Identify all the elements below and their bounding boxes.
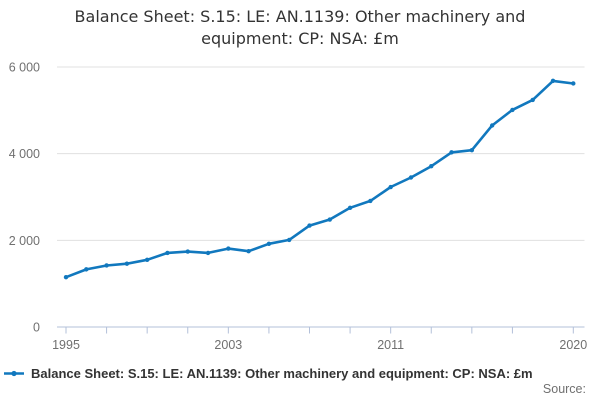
- data-point-marker[interactable]: [226, 246, 231, 251]
- x-tick-label: 2011: [377, 338, 404, 352]
- data-point-marker[interactable]: [368, 198, 373, 204]
- y-tick-label: 0: [33, 321, 40, 335]
- data-point-marker[interactable]: [144, 257, 150, 263]
- x-tick-label: 2020: [559, 338, 587, 352]
- data-point-marker[interactable]: [530, 97, 535, 103]
- data-point-marker[interactable]: [287, 237, 292, 243]
- legend-line-marker-icon: [4, 370, 24, 377]
- data-point-marker[interactable]: [84, 267, 89, 272]
- data-point-marker[interactable]: [307, 223, 312, 228]
- data-point-marker[interactable]: [104, 263, 109, 268]
- data-point-marker[interactable]: [246, 248, 251, 254]
- data-point-marker[interactable]: [205, 250, 211, 256]
- data-point-marker[interactable]: [489, 123, 495, 128]
- legend-item[interactable]: Balance Sheet: S.15: LE: AN.1139: Other …: [3, 366, 533, 381]
- source-label: Source:: [542, 382, 586, 396]
- line-chart-plot-area: 0 2 000 4 000 6 000 1995 2003 2011 2020: [9, 61, 588, 353]
- data-point-marker[interactable]: [327, 217, 332, 222]
- data-point-marker[interactable]: [408, 175, 414, 180]
- data-point-marker[interactable]: [347, 205, 353, 211]
- x-tick-label: 2003: [214, 338, 242, 352]
- data-point-marker[interactable]: [510, 107, 515, 113]
- data-point-marker[interactable]: [165, 250, 170, 256]
- data-point-marker[interactable]: [429, 164, 434, 169]
- y-tick-label: 4 000: [9, 147, 40, 161]
- data-point-marker[interactable]: [388, 184, 393, 190]
- y-tick-label: 2 000: [9, 234, 40, 248]
- x-tick-label: 1995: [52, 338, 80, 352]
- data-point-marker[interactable]: [571, 81, 576, 86]
- data-point-marker[interactable]: [449, 150, 454, 155]
- data-point-marker[interactable]: [266, 241, 272, 246]
- series-line: [64, 79, 575, 279]
- data-point-marker[interactable]: [469, 148, 475, 153]
- data-point-marker[interactable]: [185, 249, 190, 254]
- y-tick-label: 6 000: [9, 61, 40, 75]
- chart-title: Balance Sheet: S.15: LE: AN.1139: Other …: [74, 7, 526, 48]
- data-point-marker[interactable]: [63, 274, 69, 280]
- data-point-marker[interactable]: [124, 261, 130, 266]
- data-point-marker[interactable]: [550, 78, 556, 84]
- legend-label: Balance Sheet: S.15: LE: AN.1139: Other …: [31, 366, 533, 381]
